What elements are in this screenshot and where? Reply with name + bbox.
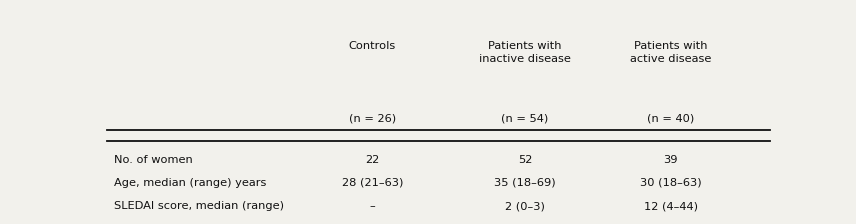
Text: 30 (18–63): 30 (18–63) (640, 178, 702, 188)
Text: 52: 52 (518, 155, 532, 164)
Text: Age, median (range) years: Age, median (range) years (114, 178, 266, 188)
Text: 22: 22 (366, 155, 379, 164)
Text: Patients with
active disease: Patients with active disease (630, 41, 711, 64)
Text: Patients with
inactive disease: Patients with inactive disease (479, 41, 571, 64)
Text: –: – (370, 201, 375, 211)
Text: (n = 54): (n = 54) (502, 113, 549, 123)
Text: 39: 39 (663, 155, 678, 164)
Text: SLEDAI score, median (range): SLEDAI score, median (range) (114, 201, 283, 211)
Text: No. of women: No. of women (114, 155, 193, 164)
Text: (n = 40): (n = 40) (647, 113, 694, 123)
Text: 12 (4–44): 12 (4–44) (644, 201, 698, 211)
Text: Controls: Controls (348, 41, 396, 51)
Text: (n = 26): (n = 26) (348, 113, 396, 123)
Text: 2 (0–3): 2 (0–3) (505, 201, 545, 211)
Text: 28 (21–63): 28 (21–63) (342, 178, 403, 188)
Text: 35 (18–69): 35 (18–69) (494, 178, 556, 188)
